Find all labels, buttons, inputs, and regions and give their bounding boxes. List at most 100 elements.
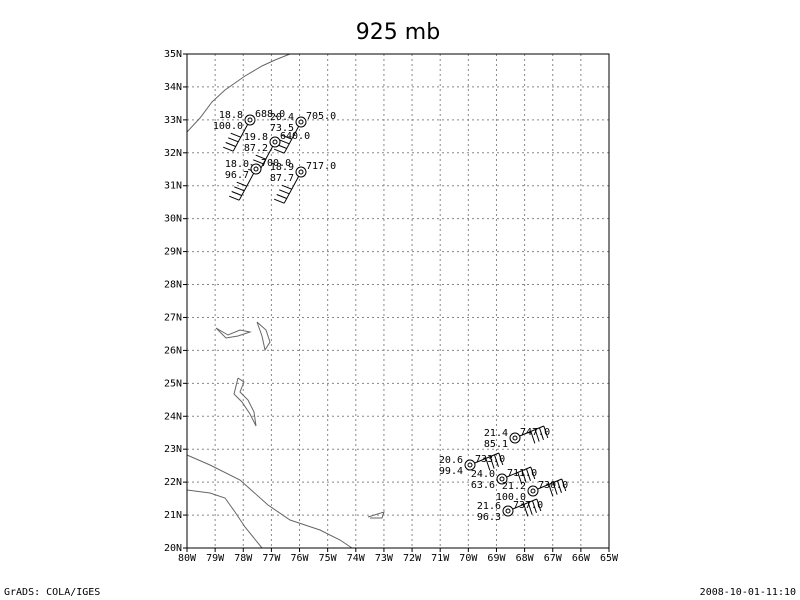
station-marker (464, 459, 476, 471)
wind-barb-feather (255, 154, 266, 160)
station-marker-inner (298, 169, 304, 175)
height-label: 717.0 (306, 161, 336, 172)
wind-barb-feather (561, 478, 567, 492)
station: 21.2 730.0 100.0 (496, 478, 568, 503)
humidity-label: 87.2 (244, 143, 268, 154)
x-tick-label: 70W (459, 553, 478, 564)
wind-barb-feather (281, 184, 292, 190)
station: 20.6 733.0 99.4 (439, 452, 505, 477)
station-marker-inner (467, 462, 473, 468)
y-tick-label: 33N (164, 115, 182, 126)
wind-barb-feather (548, 484, 554, 497)
station-marker (295, 116, 307, 128)
temperature-label: 18.0 (225, 159, 249, 170)
y-tick-label: 20N (164, 543, 182, 554)
station-marker-inner (530, 488, 536, 494)
temperature-label: 20.4 (270, 112, 294, 123)
height-label: 711.0 (507, 468, 537, 479)
station-marker (527, 485, 539, 497)
wind-barb-feather (539, 427, 544, 440)
station: 21.4 747.0 85.1 (484, 425, 550, 450)
y-tick-label: 34N (164, 82, 182, 93)
station-marker-inner (298, 119, 304, 125)
wind-barb-feather (498, 452, 504, 466)
station-marker (295, 166, 307, 178)
height-label: 688.0 (255, 109, 285, 120)
wind-barb-feather (532, 500, 537, 513)
x-tick-label: 80W (178, 553, 197, 564)
wind-barb-feather (530, 431, 536, 444)
grid (183, 53, 610, 552)
y-tick-label: 22N (164, 477, 182, 488)
x-tick-label: 75W (319, 553, 338, 564)
station-marker-inner (499, 476, 505, 482)
humidity-label: 100.0 (213, 121, 243, 132)
humidity-label: 96.3 (477, 512, 501, 523)
wind-barb-feather (523, 504, 529, 517)
station-marker-inner (272, 139, 278, 145)
temperature-label: 18.9 (270, 162, 294, 173)
wind-barb (238, 168, 257, 201)
temperature-label: 19.8 (244, 132, 268, 143)
humidity-label: 96.7 (225, 170, 249, 181)
wind-barb-feather (489, 456, 495, 469)
y-tick-label: 30N (164, 214, 182, 225)
temperature-label: 21.2 (502, 481, 526, 492)
x-tick-label: 66W (572, 553, 591, 564)
wind-barb-feather (231, 191, 242, 196)
wind-barb-feather (274, 148, 285, 154)
wind-barb (232, 119, 251, 152)
station-marker-inner (512, 435, 518, 441)
wind-barb-feather (494, 454, 499, 467)
wind-barb-feather (279, 139, 290, 145)
y-tick-label: 26N (164, 345, 182, 356)
wind-barb-feather (223, 146, 234, 152)
x-tick-label: 68W (516, 553, 535, 564)
y-tick-label: 32N (164, 148, 182, 159)
x-tick-label: 71W (431, 553, 450, 564)
x-tick-label: 72W (403, 553, 422, 564)
wind-barb-feather (530, 466, 536, 480)
humidity-label: 99.4 (439, 466, 463, 477)
height-label: 730.0 (538, 480, 568, 491)
wind-barb (283, 171, 302, 204)
station-marker (250, 163, 262, 175)
wind-barb-feather (536, 498, 542, 512)
footer-right: 2008-10-01-11:10 (700, 587, 796, 598)
station-marker (244, 114, 256, 126)
station: 18.0 700.0 96.7 (225, 158, 291, 201)
y-tick-label: 28N (164, 280, 182, 291)
humidity-label: 73.5 (270, 123, 294, 134)
wind-barb-feather (228, 137, 239, 143)
humidity-label: 63.6 (471, 480, 495, 491)
coastlines (186, 53, 385, 549)
wind-barb-feather (527, 502, 533, 515)
wind-barb (283, 121, 302, 154)
station: 21.6 737.0 96.3 (477, 498, 543, 523)
wind-barb-feather (279, 189, 290, 195)
wind-barb-feather (552, 482, 558, 495)
x-tick-label: 76W (291, 553, 310, 564)
wind-barb-feather (253, 159, 264, 165)
station: 18.8 688.0 100.0 (213, 109, 285, 152)
station: 20.4 705.0 73.5 (270, 111, 336, 154)
temperature-label: 20.6 (439, 455, 463, 466)
wind-barb-feather (521, 470, 527, 483)
height-label: 737.0 (513, 500, 543, 511)
wind-barb-feather (274, 198, 285, 204)
x-tick-label: 73W (375, 553, 394, 564)
station: 24.0 711.0 63.6 (471, 466, 537, 491)
humidity-label: 87.7 (270, 173, 294, 184)
station-marker (509, 432, 521, 444)
wind-barb-feather (543, 425, 549, 439)
y-tick-label: 25N (164, 378, 182, 389)
wind-barb-feather (557, 480, 562, 493)
station-marker-inner (247, 117, 253, 123)
x-tick-label: 74W (347, 553, 366, 564)
station-marker (269, 136, 281, 148)
temperature-label: 21.4 (484, 428, 508, 439)
y-tick-label: 31N (164, 181, 182, 192)
station-marker-inner (253, 166, 259, 172)
wind-barb-feather (534, 429, 540, 442)
